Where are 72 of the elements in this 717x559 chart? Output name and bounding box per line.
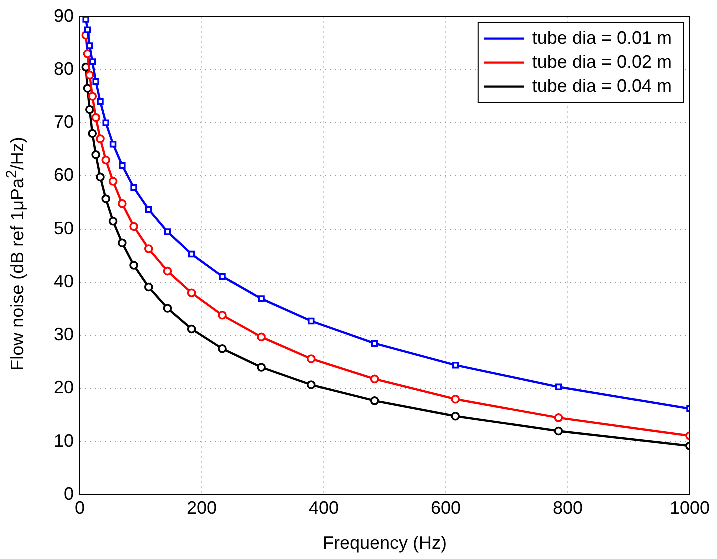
point: [119, 162, 126, 169]
legend-label: tube dia = 0.04 m: [532, 76, 672, 96]
point: [145, 206, 152, 214]
y-tick-label: 80: [54, 58, 74, 79]
point: [118, 238, 127, 248]
point: [163, 304, 172, 313]
point: [89, 58, 96, 66]
point: [86, 105, 94, 114]
point: [218, 311, 227, 320]
point: [130, 261, 138, 270]
y-tick-label: 0: [64, 484, 74, 504]
point: [187, 324, 196, 334]
point: [88, 129, 98, 138]
legend-label: tube dia = 0.01 m: [532, 28, 672, 48]
point: [108, 216, 118, 226]
point: [108, 177, 118, 186]
point: [92, 113, 100, 122]
y-tick-label: 70: [54, 112, 74, 132]
point: [370, 374, 380, 384]
point: [102, 156, 111, 165]
point: [92, 78, 100, 85]
y-tick-label: 30: [54, 324, 74, 345]
x-tick-label: 800: [552, 498, 584, 518]
legend-label: tube dia = 0.02 m: [532, 52, 672, 72]
point: [97, 98, 104, 106]
point: [257, 332, 266, 342]
point: [257, 363, 266, 372]
point: [370, 396, 380, 406]
point: [187, 288, 196, 298]
point: [258, 296, 265, 302]
y-tick-label: 40: [54, 271, 74, 292]
point: [371, 340, 378, 347]
point: [102, 120, 110, 126]
point: [163, 266, 172, 276]
point: [82, 16, 90, 23]
point: [144, 282, 154, 292]
point: [306, 354, 316, 364]
point: [219, 273, 226, 280]
point: [86, 42, 94, 50]
x-tick-label: 200: [186, 498, 218, 518]
y-tick-label: 50: [54, 218, 74, 238]
point: [554, 414, 564, 422]
point: [84, 26, 92, 34]
y-tick-label: 90: [54, 6, 74, 26]
point: [130, 184, 138, 192]
point: [130, 222, 138, 232]
y-tick-label: 60: [54, 165, 74, 186]
point: [451, 412, 460, 421]
x-tick-label: 600: [430, 498, 462, 518]
point: [110, 140, 117, 148]
point: [88, 92, 98, 101]
point: [451, 394, 460, 404]
x-tick-label: 400: [308, 498, 340, 518]
y-tick-label: 10: [54, 430, 74, 451]
point: [118, 199, 127, 208]
point: [306, 380, 316, 390]
point: [102, 194, 111, 204]
point: [308, 318, 315, 325]
point: [218, 344, 227, 354]
point: [92, 150, 100, 160]
point: [144, 244, 154, 254]
point: [86, 70, 94, 80]
point: [554, 426, 564, 436]
y-tick-label: 20: [54, 378, 74, 398]
point: [555, 384, 562, 391]
x-axis-title: Frequency (Hz): [322, 533, 448, 554]
point: [96, 134, 105, 144]
x-tick-label: 1000: [670, 498, 710, 518]
point: [188, 250, 196, 258]
point: [96, 172, 105, 182]
point: [164, 228, 172, 236]
point: [452, 362, 460, 369]
